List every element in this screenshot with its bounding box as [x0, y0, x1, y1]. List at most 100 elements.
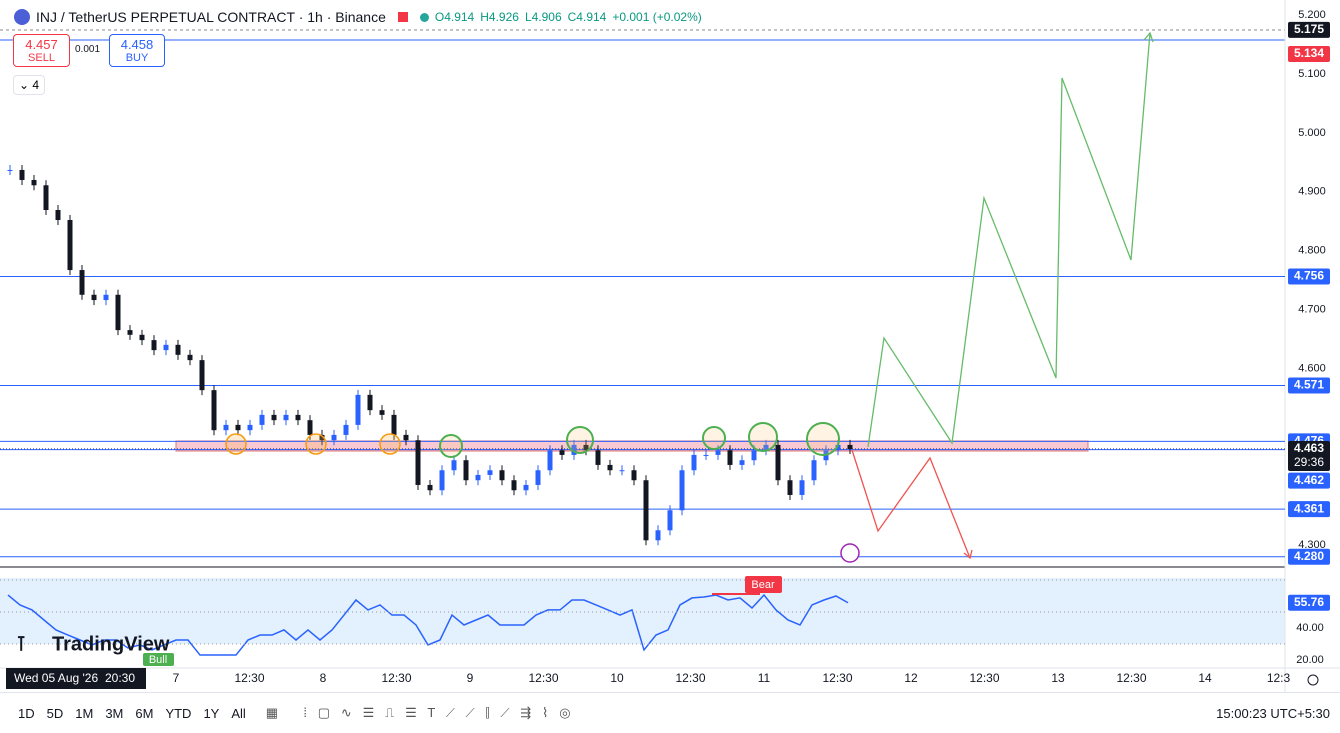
price-tag: [1288, 21, 1330, 38]
buy-button[interactable]: 4.458 BUY: [109, 34, 165, 67]
sell-text: SELL: [28, 52, 55, 64]
ohlc-open: O4.914: [434, 10, 475, 24]
range-button[interactable]: 3M: [105, 705, 124, 721]
candle: [307, 420, 313, 435]
price-tag-label: 4.571: [1294, 378, 1324, 392]
time-label: 7: [173, 671, 180, 685]
price-tag: [1288, 45, 1330, 62]
candle: [763, 444, 769, 451]
rsi-tag: [1288, 594, 1330, 611]
candle: [223, 424, 229, 431]
event-icon[interactable]: [840, 543, 860, 563]
range-button[interactable]: 6M: [135, 705, 154, 721]
price-tick-label: 4.300: [1298, 539, 1326, 551]
projection-down: [851, 449, 971, 559]
candle: [31, 179, 37, 186]
time-label: 12:30: [528, 671, 558, 685]
candle: [583, 444, 589, 451]
price-tick-label: 5.200: [1298, 9, 1326, 21]
candle: [799, 480, 805, 495]
time-label: 14: [1198, 671, 1212, 685]
candle: [571, 444, 577, 455]
time-label: 10: [610, 671, 624, 685]
chart: 5.200 5.100 5.000 4.900 4.800 4.700 4.600 4.300…: [0, 0, 1340, 692]
time-label: 12:3: [1267, 671, 1291, 685]
range-button[interactable]: 1D: [18, 705, 35, 721]
rsi-tick-label: 20.00: [1296, 654, 1324, 666]
candle: [175, 344, 181, 355]
candle: [391, 414, 397, 435]
candle: [43, 185, 49, 211]
circles: [439, 422, 840, 458]
range-button[interactable]: YTD: [165, 705, 192, 721]
candle: [631, 470, 637, 481]
price-tick-label: 5.000: [1298, 127, 1326, 139]
candle: [355, 394, 361, 425]
time-label: 12: [904, 671, 918, 685]
arrowhead: [1143, 31, 1154, 43]
range-button[interactable]: 1Y: [203, 705, 220, 721]
price-tag-label: 4.361: [1294, 501, 1324, 515]
logo: TradingView: [52, 633, 170, 655]
candle: [235, 424, 241, 431]
candle: [343, 424, 349, 435]
candle: [727, 450, 733, 465]
time-label: 12:30: [969, 671, 999, 685]
rsi-tick-label: 40.00: [1296, 622, 1324, 634]
ranges: 1D 5D 1M 3M 6M YTD 1Y All: [18, 706, 246, 721]
rsi-line: [7, 593, 849, 656]
candle: [259, 414, 265, 425]
candle: [775, 444, 781, 481]
candle: [79, 270, 85, 295]
time-label: 12:30: [675, 671, 705, 685]
candle: [751, 450, 757, 461]
price-tag: [1288, 472, 1330, 489]
spread: 0.001: [75, 44, 101, 55]
settings-icon[interactable]: [1307, 674, 1319, 686]
candle: [379, 410, 385, 415]
logo-icon: ⊺: [16, 633, 26, 655]
candle: [403, 434, 409, 441]
crosshair-time: 20:30: [105, 671, 135, 685]
candle: [499, 470, 505, 481]
price-tag-label: 4.462: [1294, 473, 1324, 487]
candle: [163, 344, 169, 351]
rsi-band: [0, 578, 1285, 644]
flag[interactable]: [397, 12, 408, 22]
price-tick-label: 4.800: [1298, 245, 1326, 257]
candle: [547, 450, 553, 471]
candle: [115, 294, 121, 331]
candle: [739, 460, 745, 465]
header: INJ / TetherUS PERPETUAL CONTRACT · 1h ·…: [0, 0, 702, 34]
time-label: 8: [320, 671, 327, 685]
range-button[interactable]: 5D: [46, 705, 64, 721]
candle: [703, 454, 709, 456]
indicator-toggle[interactable]: ⌄ 4: [13, 75, 45, 95]
tools: ▦ ⁞ ▢ ∿ ☰ ⎍ ☰ T ⟋ ⟋ ⫿ ⟋ ⇶ ⌇ ◎: [265, 705, 571, 720]
ohlc-close: C4.914: [567, 10, 607, 24]
candle: [271, 414, 277, 421]
bull-label-box: [143, 653, 174, 666]
candle: [655, 530, 661, 541]
bear-label: Bear: [751, 579, 775, 591]
toolbar: 1D 5D 1M 3M 6M YTD 1Y All ▦ ⁞ ▢ ∿ ☰ ⎍ ☰ T ⟋ ⟋ ⫿…: [0, 692, 1340, 733]
candle: [847, 444, 853, 450]
symbol[interactable]: INJ / TetherUS PERPETUAL CONTRACT · 1h ·…: [36, 9, 386, 25]
price-tick-label: 5.100: [1298, 68, 1326, 80]
sell-button[interactable]: 4.457 SELL: [13, 34, 70, 67]
arrowhead: [963, 549, 973, 560]
candle: [679, 470, 685, 511]
price-tag: [1288, 268, 1330, 285]
buy-price: 4.458: [120, 37, 154, 52]
candle: [691, 454, 697, 471]
candle: [55, 210, 61, 221]
candle: [475, 474, 481, 481]
indicator-count: 4: [32, 78, 40, 92]
range-button[interactable]: All: [231, 705, 246, 721]
bull-label: Bull: [149, 654, 167, 666]
candle: [643, 480, 649, 541]
candle: [367, 394, 373, 411]
range-button[interactable]: 1M: [75, 705, 94, 721]
candle: [463, 460, 469, 481]
